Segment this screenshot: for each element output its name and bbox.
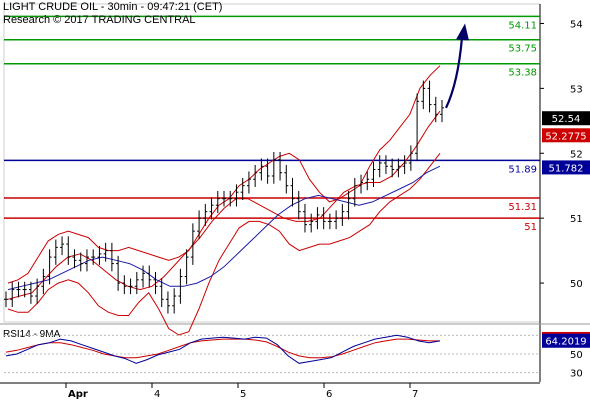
level-label: 53.38	[508, 68, 537, 79]
rsi-panel: RSI14 - 9MA70503066.118464.2019	[3, 329, 590, 380]
y-tick-label: 53	[570, 84, 583, 95]
x-tick-label: 4	[154, 389, 160, 400]
rsi-tick-label: 30	[570, 369, 583, 380]
rsi-box-label-bg	[542, 333, 590, 348]
level-label: 54.11	[508, 20, 537, 31]
rsi-box-label: 64.2019	[545, 337, 586, 348]
price-box-label: 52.54	[552, 114, 581, 125]
rsi-tick-label: 50	[570, 350, 583, 361]
y-tick-label: 50	[570, 279, 583, 290]
level-label: 51	[524, 222, 537, 233]
level-lines: 54.11 53.75 53.38 51.89 51.31 51	[4, 15, 540, 233]
x-tick-label: Apr	[68, 389, 88, 400]
bollinger-upper-line	[7, 65, 441, 284]
moving-average-red-line	[7, 110, 441, 300]
y-tick-label: 54	[570, 19, 583, 30]
bollinger-lower-line	[7, 152, 441, 336]
level-label: 51.31	[508, 202, 537, 213]
x-tick-label: 6	[326, 389, 332, 400]
level-label: 53.75	[508, 44, 537, 55]
main-plot	[0, 3, 590, 382]
y-tick-label: 52	[570, 149, 583, 160]
price-box-label-bg	[542, 128, 590, 143]
price-box-label: 52.2775	[545, 131, 586, 142]
moving-average-blue-line	[7, 165, 441, 291]
rsi-label: RSI14 - 9MA	[3, 329, 61, 340]
level-label: 51.89	[508, 164, 537, 175]
chart-title: LIGHT CRUDE OIL - 30min - 09:47:21 (CET)	[3, 1, 223, 13]
price-boxes: 52.54 52.2775 51.782	[542, 111, 590, 175]
price-box-label: 51.782	[549, 163, 584, 174]
rsi-ma-line	[5, 338, 440, 359]
arrow-shaft	[445, 37, 464, 109]
price-box-label-bg	[542, 111, 590, 126]
price-box-label-bg	[542, 160, 590, 175]
x-axis: Apr 4 5 6 7	[0, 382, 540, 400]
arrow-head	[456, 23, 469, 41]
chart-source: Research © 2017 TRADING CENTRAL	[3, 14, 196, 26]
x-tick-label: 5	[240, 389, 246, 400]
candle-series	[4, 80, 444, 314]
x-tick-label: 7	[412, 389, 418, 400]
y-axis: 54 53 52 51 50	[540, 19, 583, 290]
y-tick-label: 51	[570, 214, 583, 225]
projection-arrow	[445, 23, 469, 109]
rsi-line	[5, 334, 441, 364]
